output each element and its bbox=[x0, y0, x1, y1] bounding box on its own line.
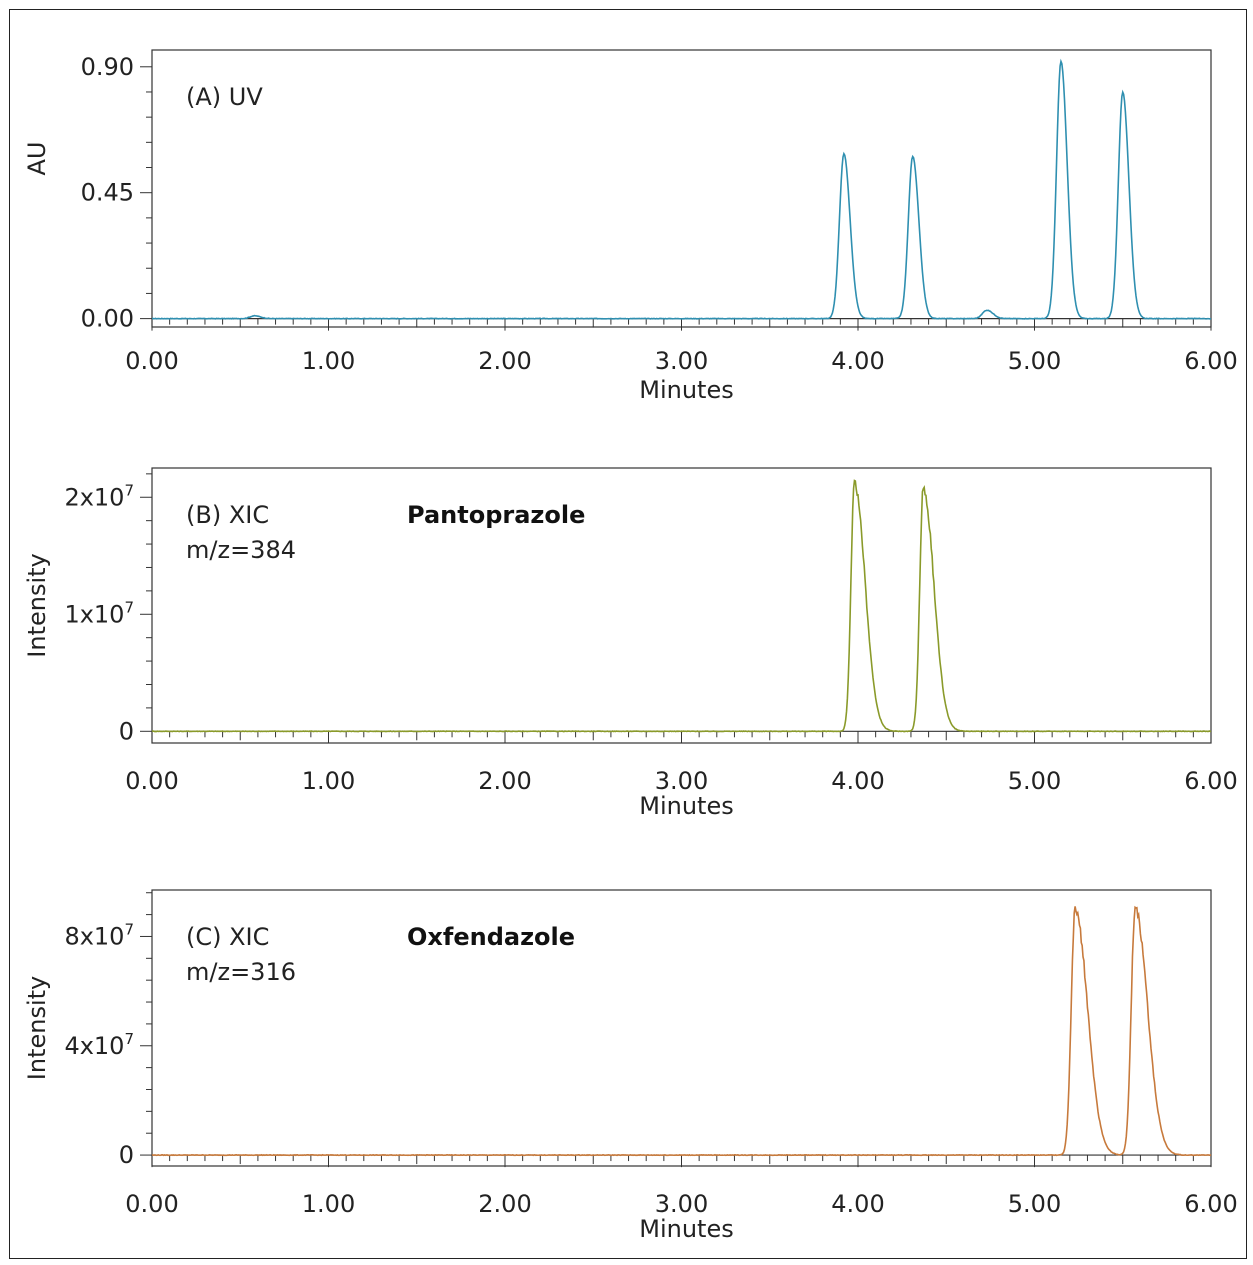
plot-area bbox=[151, 467, 1212, 744]
y-tick-label: 4x107 bbox=[64, 1030, 134, 1060]
y-tick-label: 0.90 bbox=[81, 53, 134, 81]
x-tick-label: 6.00 bbox=[1184, 1190, 1237, 1218]
chromatogram-trace bbox=[151, 479, 1212, 733]
y-tick-label: 0 bbox=[119, 1141, 134, 1169]
y-tick-base: 4x10 bbox=[64, 1032, 124, 1060]
chart-panel-1: 0.00 1.00 2.00 3.00 4.00 5.00 6.00 Minutes 0.00 0… bbox=[23, 49, 1238, 404]
panel-sublabel: m/z=316 bbox=[186, 958, 296, 986]
compound-label: Pantoprazole bbox=[407, 501, 585, 529]
x-tick-label: 3.00 bbox=[655, 767, 708, 795]
x-axis-title: Minutes bbox=[639, 792, 733, 820]
y-axis-title: Intensity bbox=[23, 976, 51, 1080]
y-tick-base: 8x10 bbox=[64, 922, 124, 950]
panel-label: (B) XIC bbox=[186, 501, 269, 529]
y-tick-exponent: 7 bbox=[124, 1030, 134, 1048]
figure-frame bbox=[9, 9, 1247, 1259]
plot-area bbox=[151, 889, 1212, 1167]
x-axis-title: Minutes bbox=[639, 1215, 733, 1243]
x-tick-label: 6.00 bbox=[1184, 767, 1237, 795]
x-axis-title: Minutes bbox=[639, 376, 733, 404]
x-tick-label: 3.00 bbox=[655, 347, 708, 375]
y-tick-label: 2x107 bbox=[64, 481, 134, 511]
x-tick-label: 5.00 bbox=[1008, 1190, 1061, 1218]
x-tick-label: 1.00 bbox=[302, 347, 355, 375]
x-tick-label: 4.00 bbox=[831, 347, 884, 375]
x-tick-label: 5.00 bbox=[1008, 347, 1061, 375]
x-tick-label: 4.00 bbox=[831, 1190, 884, 1218]
chromatogram-trace bbox=[151, 58, 1212, 320]
x-tick-label: 2.00 bbox=[478, 1190, 531, 1218]
x-tick-label: 6.00 bbox=[1184, 347, 1237, 375]
chromatogram-trace bbox=[151, 905, 1212, 1157]
x-tick-label: 4.00 bbox=[831, 767, 884, 795]
y-tick-base: 2x10 bbox=[64, 483, 124, 511]
y-axis-title: AU bbox=[23, 142, 51, 176]
y-tick-label: 8x107 bbox=[64, 920, 134, 950]
x-tick-label: 2.00 bbox=[478, 767, 531, 795]
y-tick-label: 0.00 bbox=[81, 305, 134, 333]
x-tick-label: 1.00 bbox=[302, 767, 355, 795]
chart-panel-3: 0.00 1.00 2.00 3.00 4.00 5.00 6.00 Minutes 0 4x10… bbox=[23, 889, 1238, 1243]
y-tick-base: 1x10 bbox=[64, 600, 124, 628]
x-tick-label: 1.00 bbox=[302, 1190, 355, 1218]
y-tick-label: 1x107 bbox=[64, 598, 134, 628]
y-tick-exponent: 7 bbox=[124, 598, 134, 616]
x-tick-label: 0.00 bbox=[125, 1190, 178, 1218]
y-tick-exponent: 7 bbox=[124, 481, 134, 499]
y-tick-exponent: 7 bbox=[124, 920, 134, 938]
panel-label: (C) XIC bbox=[186, 923, 269, 951]
panel-label: (A) UV bbox=[186, 83, 263, 111]
panel-sublabel: m/z=384 bbox=[186, 536, 296, 564]
y-axis-title: Intensity bbox=[23, 553, 51, 657]
chart-panel-2: 0.00 1.00 2.00 3.00 4.00 5.00 6.00 Minutes 0 1x10… bbox=[23, 467, 1238, 820]
y-tick-label: 0.45 bbox=[81, 179, 134, 207]
y-tick-label: 0 bbox=[119, 717, 134, 745]
compound-label: Oxfendazole bbox=[407, 923, 575, 951]
x-tick-label: 3.00 bbox=[655, 1190, 708, 1218]
x-tick-label: 0.00 bbox=[125, 347, 178, 375]
x-tick-label: 2.00 bbox=[478, 347, 531, 375]
x-tick-label: 5.00 bbox=[1008, 767, 1061, 795]
x-tick-label: 0.00 bbox=[125, 767, 178, 795]
